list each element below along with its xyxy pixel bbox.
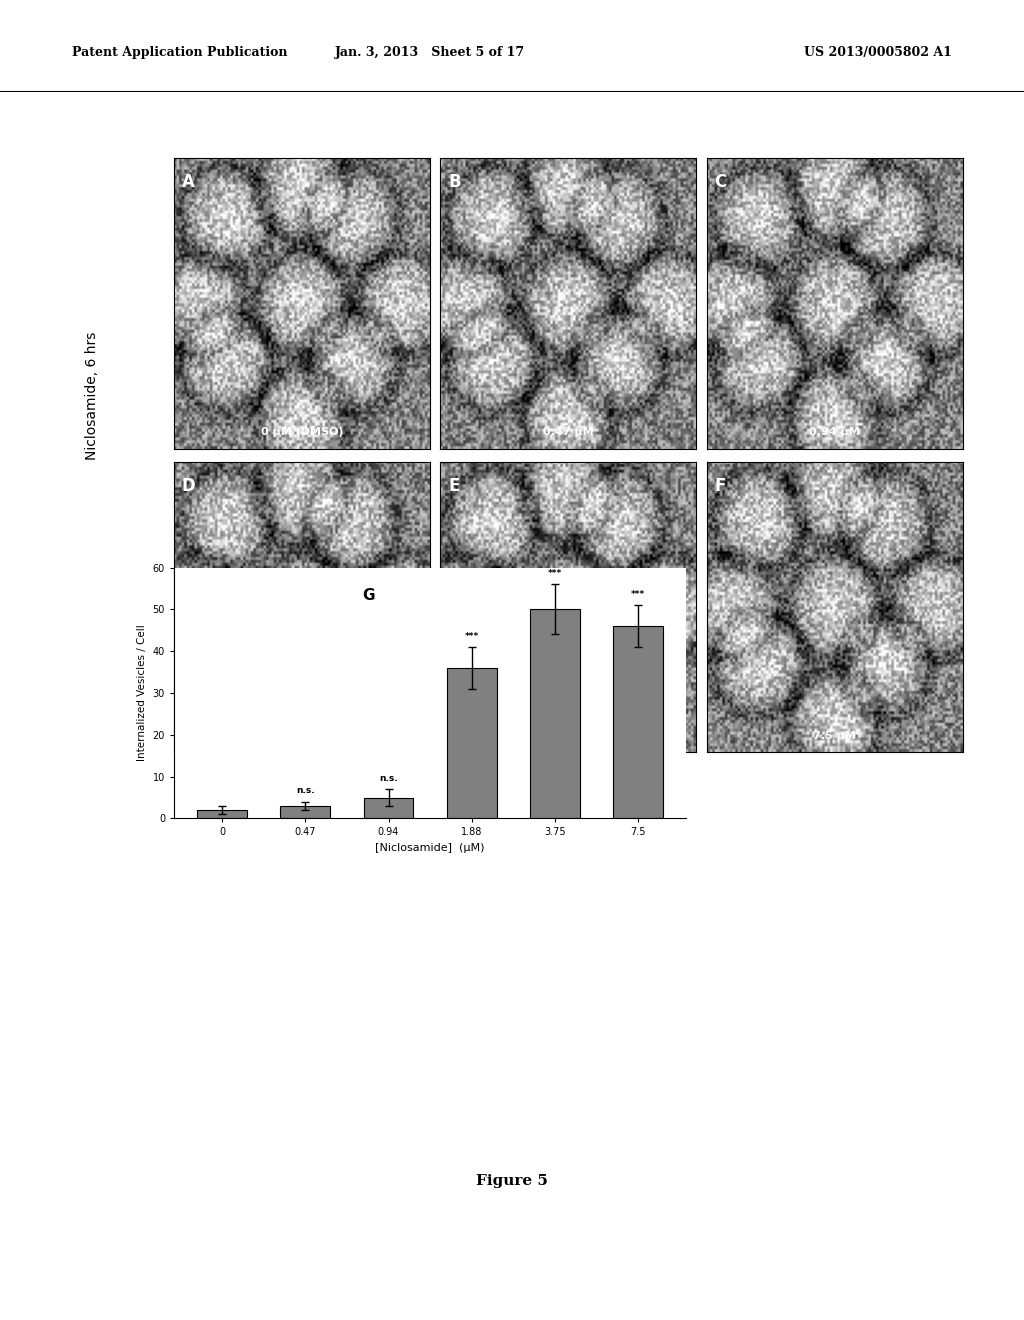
Text: E: E [449, 477, 460, 495]
Text: n.s.: n.s. [379, 774, 398, 783]
Text: D: D [182, 477, 196, 495]
Y-axis label: Internalized Vesicles / Cell: Internalized Vesicles / Cell [137, 624, 147, 762]
Text: ***: *** [548, 569, 562, 578]
Text: 7.5 μM: 7.5 μM [813, 731, 856, 741]
Text: C: C [715, 173, 726, 191]
Text: B: B [449, 173, 461, 191]
Text: G: G [362, 587, 375, 603]
Text: Jan. 3, 2013   Sheet 5 of 17: Jan. 3, 2013 Sheet 5 of 17 [335, 46, 525, 59]
Text: 1.88 μM: 1.88 μM [276, 731, 328, 741]
Text: 3.75 μM: 3.75 μM [543, 731, 594, 741]
Text: A: A [182, 173, 195, 191]
Bar [364, 797, 414, 818]
Text: Figure 5: Figure 5 [476, 1175, 548, 1188]
Text: Patent Application Publication: Patent Application Publication [72, 46, 287, 59]
Bar [529, 610, 580, 818]
Text: n.s.: n.s. [296, 787, 314, 796]
Bar [446, 668, 497, 818]
Bar [198, 810, 247, 818]
Bar [281, 805, 331, 818]
Text: ***: *** [631, 590, 645, 599]
X-axis label: [Niclosamide]  (μM): [Niclosamide] (μM) [376, 843, 484, 853]
Text: 0.47 μM: 0.47 μM [543, 428, 594, 437]
Text: US 2013/0005802 A1: US 2013/0005802 A1 [805, 46, 952, 59]
Text: Niclosamide, 6 hrs: Niclosamide, 6 hrs [85, 331, 99, 461]
Text: 0 μM (DMSO): 0 μM (DMSO) [261, 428, 343, 437]
Text: 0.94 μM: 0.94 μM [809, 428, 860, 437]
Text: ***: *** [465, 632, 479, 640]
Text: F: F [715, 477, 726, 495]
Bar [613, 626, 663, 818]
